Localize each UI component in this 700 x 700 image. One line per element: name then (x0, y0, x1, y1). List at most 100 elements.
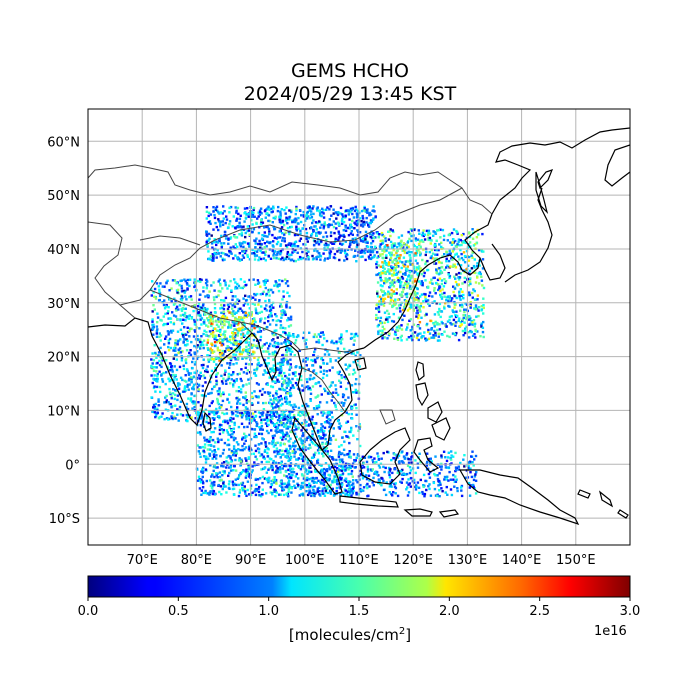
hcho-pixel (183, 326, 186, 329)
hcho-pixel (304, 414, 308, 417)
hcho-pixel (257, 451, 261, 454)
hcho-pixel (309, 388, 312, 391)
hcho-pixel (231, 412, 235, 415)
hcho-pixel (286, 359, 289, 362)
hcho-pixel (313, 491, 316, 495)
hcho-pixel (267, 481, 270, 484)
hcho-pixel (227, 346, 230, 349)
hcho-pixel (193, 329, 196, 332)
hcho-pixel (201, 341, 204, 344)
hcho-pixel (274, 429, 277, 432)
hcho-pixel (315, 256, 318, 259)
hcho-pixel (250, 419, 253, 423)
hcho-pixel (290, 491, 293, 494)
hcho-pixel (228, 363, 232, 366)
hcho-pixel (213, 241, 216, 244)
hcho-pixel (207, 239, 210, 242)
hcho-pixel (328, 208, 331, 211)
hcho-pixel (165, 303, 168, 307)
hcho-pixel (344, 251, 347, 255)
hcho-pixel (183, 337, 186, 341)
hcho-pixel (325, 235, 329, 238)
hcho-pixel (287, 459, 290, 463)
hcho-pixel (334, 384, 337, 387)
hcho-pixel (151, 318, 154, 321)
hcho-pixel (275, 254, 278, 257)
hcho-pixel (227, 238, 230, 241)
hcho-pixel (466, 246, 470, 249)
hcho-pixel (333, 475, 336, 478)
hcho-pixel (227, 372, 231, 376)
hcho-pixel (216, 401, 220, 404)
hcho-pixel (231, 480, 234, 483)
hcho-pixel (152, 403, 156, 407)
hcho-pixel (471, 237, 475, 240)
hcho-pixel (333, 231, 336, 235)
hcho-pixel (219, 225, 222, 228)
hcho-pixel (284, 343, 288, 346)
hcho-pixel (229, 455, 232, 458)
hcho-pixel (301, 432, 305, 435)
hcho-pixel (155, 330, 159, 333)
hcho-pixel (282, 435, 285, 438)
hcho-pixel (256, 330, 260, 334)
hcho-pixel (468, 269, 472, 273)
hcho-pixel (329, 360, 332, 363)
hcho-pixel (328, 385, 331, 389)
hcho-pixel (253, 215, 256, 218)
hcho-pixel (204, 468, 208, 471)
hcho-pixel (297, 216, 300, 220)
hcho-pixel (480, 275, 483, 278)
hcho-pixel (445, 485, 448, 489)
hcho-pixel (463, 310, 466, 314)
hcho-pixel (257, 411, 261, 414)
hcho-pixel (234, 458, 237, 462)
hcho-pixel (291, 350, 294, 353)
hcho-pixel (251, 325, 254, 328)
hcho-pixel (428, 294, 431, 298)
hcho-pixel (454, 480, 458, 483)
hcho-pixel (213, 310, 217, 314)
hcho-pixel (315, 257, 318, 261)
hcho-pixel (186, 326, 189, 329)
hcho-pixel (189, 349, 192, 352)
hcho-pixel (209, 222, 212, 225)
hcho-pixel (396, 337, 399, 340)
hcho-pixel (183, 379, 186, 383)
hcho-pixel (316, 430, 320, 433)
hcho-pixel (198, 293, 202, 296)
hcho-pixel (432, 234, 435, 237)
hcho-pixel (243, 442, 246, 445)
hcho-pixel (200, 323, 203, 326)
hcho-pixel (462, 258, 465, 262)
hcho-pixel (474, 304, 478, 307)
hcho-pixel (386, 320, 390, 324)
hcho-pixel (270, 207, 273, 210)
hcho-pixel (199, 340, 202, 344)
hcho-pixel (405, 328, 408, 331)
hcho-pixel (269, 491, 272, 494)
hcho-pixel (351, 406, 354, 410)
hcho-pixel (153, 405, 157, 409)
hcho-pixel (174, 374, 177, 377)
hcho-pixel (235, 449, 238, 453)
hcho-pixel (214, 207, 218, 210)
hcho-pixel (288, 403, 291, 406)
hcho-pixel (259, 320, 262, 323)
hcho-pixel (337, 468, 340, 471)
hcho-pixel (204, 461, 208, 464)
hcho-pixel (353, 339, 356, 342)
hcho-pixel (443, 305, 446, 308)
hcho-pixel (390, 479, 394, 482)
hcho-pixel (233, 381, 236, 384)
hcho-pixel (321, 470, 324, 473)
hcho-pixel (307, 412, 310, 415)
hcho-pixel (275, 237, 279, 240)
hcho-pixel (234, 358, 237, 361)
hcho-pixel (259, 207, 263, 210)
hcho-pixel (244, 299, 248, 302)
hcho-pixel (245, 401, 248, 405)
hcho-pixel (210, 242, 214, 245)
hcho-pixel (434, 320, 437, 324)
hcho-pixel (234, 254, 237, 257)
